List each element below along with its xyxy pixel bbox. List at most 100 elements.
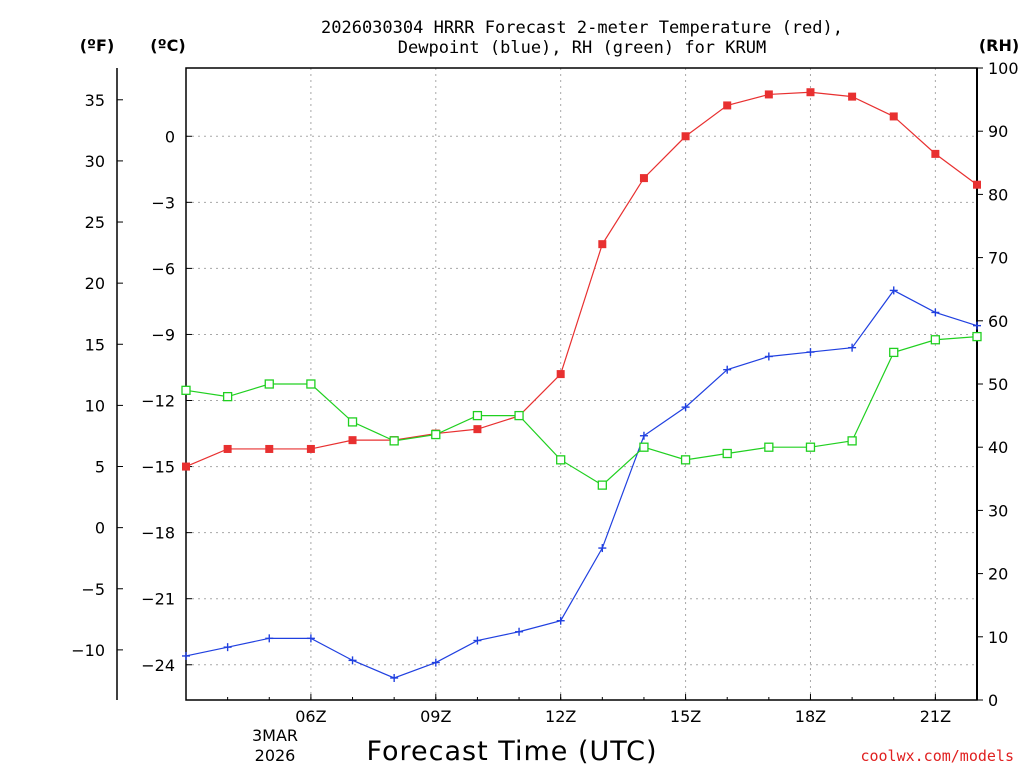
rh-tick-label: 70 (988, 249, 1008, 268)
temperature-point (764, 90, 773, 99)
dewpoint-point (973, 321, 981, 330)
rh-point (972, 331, 982, 342)
credit-link[interactable]: coolwx.com/models (860, 747, 1014, 765)
rh-tick-label: 60 (988, 312, 1008, 331)
date-label-month: 3MAR (252, 726, 298, 745)
rh-point (722, 448, 732, 459)
date-label-year: 2026 (255, 746, 296, 765)
rh-point (347, 417, 358, 427)
x-tick-label: 12Z (545, 707, 576, 726)
temperature-point (889, 112, 898, 121)
dewpoint-point (556, 616, 565, 625)
celsius-tick-label: −24 (141, 656, 175, 675)
axis-ticks: 06Z 09Z 12Z 15Z 18Z 21Z 0 −3 −6 −9 −12 −15 −18 −21 −24… (71, 59, 1018, 726)
rh-point (889, 347, 899, 358)
rh-unit-label: (RH) (979, 36, 1019, 55)
celsius-tick-label: −21 (141, 590, 175, 609)
title-line-1: 2026030304 HRRR Forecast 2-meter Tempera… (321, 18, 843, 38)
rh-point (556, 455, 566, 465)
temperature-point (806, 88, 815, 97)
fahrenheit-tick-label: −10 (71, 641, 105, 660)
celsius-tick-label: −15 (141, 458, 175, 477)
dewpoint-point (390, 673, 399, 682)
rh-point (764, 442, 774, 452)
celsius-tick-label: −12 (141, 392, 175, 411)
rh-point (597, 480, 607, 490)
temperature-point (306, 444, 315, 453)
dewpoint-point (681, 403, 690, 412)
temperature-point (973, 180, 981, 189)
fahrenheit-tick-label: 20 (85, 274, 105, 293)
rh-tick-label: 50 (988, 375, 1008, 394)
dewpoint-point (931, 308, 940, 317)
rh-tick-label: 30 (988, 501, 1008, 520)
dewpoint-point (848, 343, 857, 352)
rh-line (185, 336, 978, 486)
rh-point (847, 436, 857, 446)
rh-point (472, 410, 483, 421)
x-tick-label: 15Z (670, 707, 701, 726)
rh-tick-label: 90 (988, 122, 1008, 141)
temperature-point (223, 444, 232, 453)
fahrenheit-tick-label: 5 (95, 458, 105, 477)
rh-tick-label: 20 (988, 565, 1008, 584)
dewpoint-point (764, 352, 773, 361)
dewpoint-point (806, 348, 815, 357)
dewpoint-point (348, 656, 357, 665)
fahrenheit-tick-label: −5 (81, 580, 105, 599)
rh-tick-label: 80 (988, 185, 1008, 204)
fahrenheit-tick-label: 25 (85, 213, 105, 232)
x-tick-label: 09Z (420, 707, 451, 726)
temperature-point (723, 101, 732, 110)
title-line-2: Dewpoint (blue), RH (green) for KRUM (398, 38, 766, 58)
rh-series (181, 331, 982, 490)
temperature-line (185, 91, 978, 468)
temperature-point (265, 444, 274, 453)
dewpoint-point (515, 627, 524, 636)
temperature-point (598, 240, 607, 249)
chart-title: 2026030304 HRRR Forecast 2-meter Tempera… (321, 18, 843, 58)
fahrenheit-tick-label: 35 (85, 91, 105, 110)
celsius-tick-label: −18 (141, 524, 175, 543)
dewpoint-line (185, 289, 978, 679)
fahrenheit-tick-label: 15 (85, 335, 105, 354)
rh-point (181, 385, 191, 395)
rh-point (639, 442, 649, 452)
temperature-point (182, 462, 190, 471)
temperature-point (348, 436, 357, 445)
rh-point (514, 410, 524, 421)
celsius-tick-label: −6 (151, 259, 175, 278)
dewpoint-series (182, 286, 981, 682)
temperature-point (473, 425, 482, 434)
dewpoint-point (431, 658, 440, 667)
rh-point (389, 436, 399, 446)
fahrenheit-tick-label: 30 (85, 152, 105, 171)
x-tick-label: 06Z (295, 707, 326, 726)
rh-point (222, 391, 233, 402)
x-tick-label: 18Z (795, 707, 826, 726)
celsius-unit-label: (ºC) (150, 36, 185, 55)
x-tick-label: 21Z (920, 707, 951, 726)
rh-tick-label: 0 (988, 691, 998, 710)
temperature-point (848, 92, 857, 101)
dewpoint-point (473, 636, 482, 645)
temperature-point (681, 132, 690, 141)
temperature-series (182, 88, 981, 471)
dewpoint-point (265, 634, 274, 643)
dewpoint-point (306, 634, 315, 643)
rh-point (264, 379, 274, 389)
rh-point (930, 335, 941, 345)
dewpoint-point (182, 651, 190, 660)
celsius-tick-label: 0 (165, 127, 175, 146)
fahrenheit-tick-label: 0 (95, 519, 105, 538)
rh-tick-label: 10 (988, 628, 1008, 647)
fahrenheit-tick-label: 10 (85, 396, 105, 415)
dewpoint-point (598, 544, 607, 553)
rh-point (680, 455, 691, 465)
fahrenheit-unit-label: (ºF) (80, 36, 115, 55)
celsius-tick-label: −9 (151, 325, 175, 344)
dewpoint-point (723, 365, 732, 374)
dewpoint-point (889, 286, 898, 295)
rh-point (306, 379, 316, 389)
